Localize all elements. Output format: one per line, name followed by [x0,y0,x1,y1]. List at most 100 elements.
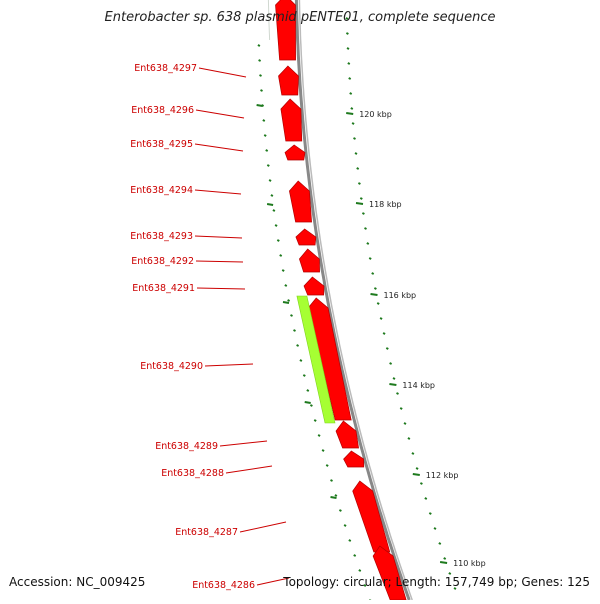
gene-label-leader [194,143,244,152]
minor-tick [389,362,393,365]
minor-tick [382,332,386,335]
inner-tick [306,389,310,392]
major-tick [389,383,397,386]
inner-tick [317,434,321,437]
inner-tick [257,44,261,47]
inner-tick [290,314,293,317]
minor-tick [345,17,349,20]
inner-tick [263,134,267,137]
major-tick [412,473,420,476]
tick-label: 118 kbp [369,200,402,209]
inner-major-tick [256,104,263,107]
gene-label: Ent638_4291 [132,283,195,294]
inner-tick [325,464,329,467]
minor-tick [415,467,419,470]
gene-label-leader [194,189,242,195]
gene-label: Ent638_4293 [130,231,193,242]
inner-major-tick [282,301,290,304]
gene-label: Ent638_4287 [175,527,238,538]
minor-tick [349,92,353,95]
gene-label: Ent638_4297 [134,63,197,74]
backbone-shadow [298,0,413,601]
inner-tick [299,359,303,362]
minor-tick [368,257,372,260]
gene-label-leader [196,287,246,290]
gene-label-leader [195,109,245,119]
inner-tick [321,449,325,452]
minor-tick [392,377,396,380]
inner-tick [259,74,262,77]
gene-arrow [284,144,306,161]
gene-label: Ent638_4286 [192,580,255,591]
highlighted-gene [296,295,336,424]
minor-tick [379,317,383,320]
inner-tick [279,254,283,257]
inner-tick [274,224,278,227]
inner-tick [348,539,352,542]
gene-label-leader [219,440,268,447]
inner-tick [309,404,313,407]
inner-tick [268,179,272,182]
tick-label: 114 kbp [402,381,435,390]
tick-label: 116 kbp [384,291,417,300]
backbone-line [294,0,411,601]
minor-tick [438,542,442,545]
minor-tick [371,272,375,275]
inner-tick [313,419,317,422]
minor-tick [433,527,437,530]
inner-major-tick [266,203,274,206]
inner-major-tick [304,401,311,404]
major-tick [355,202,364,205]
gene-arrow [275,0,296,61]
minor-tick [385,347,389,350]
minor-tick [403,422,407,425]
minor-tick [448,572,452,575]
gene-label-leader [225,465,273,474]
minor-tick [357,182,361,185]
minor-tick [399,407,403,410]
inner-tick [302,374,306,377]
minor-tick [345,32,349,35]
tick-label: 112 kbp [426,471,459,480]
topology-text: Topology: circular; Length: 157,749 bp; … [283,575,590,589]
minor-tick [350,107,354,110]
inner-tick [258,59,262,62]
inner-tick [287,299,291,302]
minor-tick [348,77,352,80]
inner-tick [353,554,357,557]
gene-label-leader [194,235,243,239]
inner-tick [272,209,276,212]
inner-tick [260,89,263,92]
gene-label-leader [256,577,290,586]
inner-tick [343,524,347,527]
accession-text: Accession: NC_009425 [9,575,146,589]
gene-label: Ent638_4290 [140,361,203,372]
minor-tick [424,497,428,500]
minor-tick [347,62,351,65]
minor-tick [396,392,399,395]
minor-tick [353,137,356,140]
inner-tick [330,479,333,482]
minor-tick [419,482,423,485]
inner-tick [293,329,296,332]
map-title: Enterobacter sp. 638 plasmid pENTE01, co… [104,10,496,25]
gene-arrow [280,98,303,142]
inner-tick [363,584,367,587]
major-tick [370,293,378,296]
minor-tick [428,512,432,515]
inner-tick [276,239,280,242]
gene-label-leader [195,260,244,263]
inner-tick [284,284,288,287]
minor-tick [453,587,457,590]
minor-tick [376,302,380,305]
minor-tick [373,287,377,290]
minor-tick [364,227,367,230]
gene-arrow [303,276,325,296]
gene-arrow [343,450,365,468]
gene-label: Ent638_4295 [130,139,193,150]
inner-arc [267,0,271,41]
gene-label: Ent638_4292 [131,256,194,267]
inner-tick [265,149,269,152]
